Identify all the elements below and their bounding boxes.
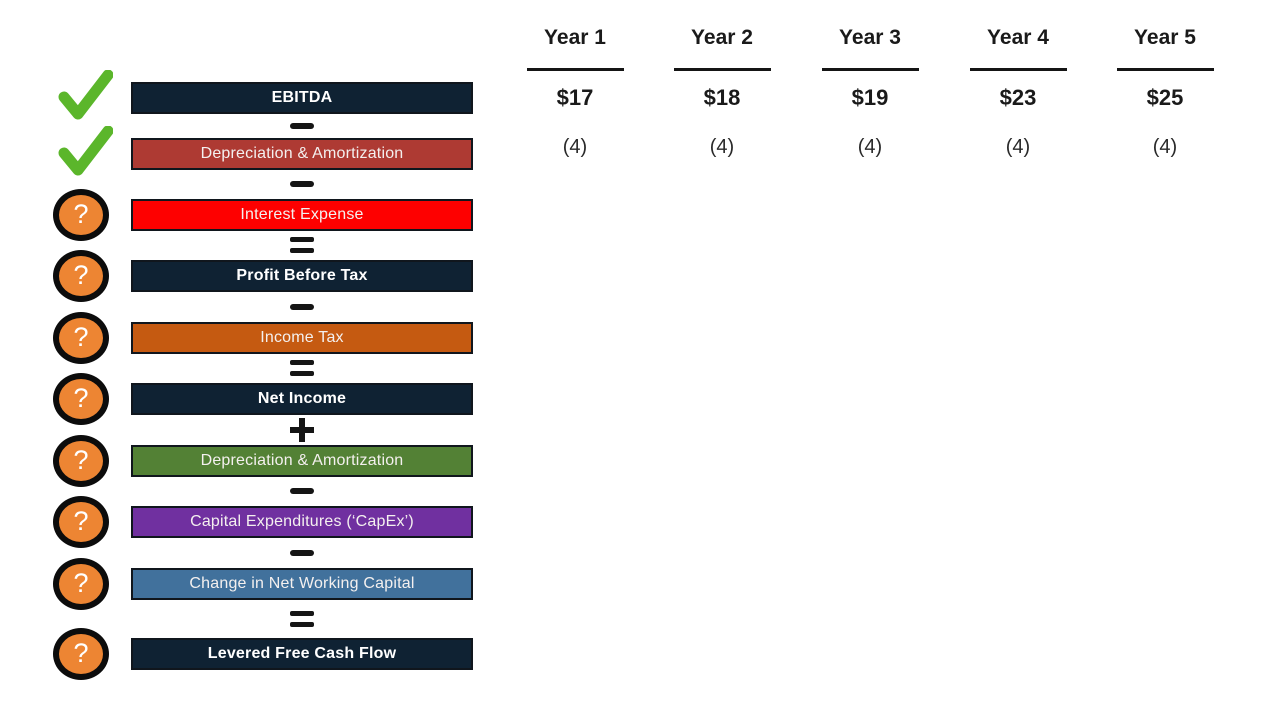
bar-label: Levered Free Cash Flow [207,645,397,662]
ebitda-value: $25 [1146,85,1184,110]
question-glyph: ? [73,637,89,668]
year-column-3: Year 3 $19 (4) [796,0,944,159]
year-header: Year 4 [987,26,1049,49]
question-glyph: ? [73,259,89,290]
question-icon: ? [53,250,109,302]
bar-label: Depreciation & Amortization [200,452,404,469]
question-icon: ? [53,628,109,680]
bar-levered-free-cash-flow: Levered Free Cash Flow [131,638,473,670]
da-value: (4) [709,136,735,158]
da-value: (4) [1152,136,1178,158]
check-icon [55,126,113,176]
question-icon: ? [53,496,109,548]
question-glyph: ? [73,198,89,229]
question-glyph: ? [73,321,89,352]
bar-capital-expenditures: Capital Expenditures (‘CapEx’) [131,506,473,538]
plus-operator-icon [290,418,314,442]
bar-label: Interest Expense [240,206,364,223]
minus-operator-icon [290,304,314,310]
ebitda-value: $17 [556,85,594,110]
ebitda-value: $18 [703,85,741,110]
bar-income-tax: Income Tax [131,322,473,354]
bar-label: Depreciation & Amortization [200,145,404,162]
bar-label: Income Tax [260,329,344,346]
ebitda-value: $19 [851,85,889,110]
bar-net-income: Net Income [131,383,473,415]
year-column-4: Year 4 $23 (4) [944,0,1092,159]
minus-operator-icon [290,123,314,129]
question-glyph: ? [73,567,89,598]
year-header: Year 5 [1134,26,1196,49]
question-glyph: ? [73,382,89,413]
da-value: (4) [1005,136,1031,158]
question-glyph: ? [73,505,89,536]
year-column-1: Year 1 $17 (4) [501,0,649,159]
bar-label: EBITDA [271,89,333,106]
bar-label: Change in Net Working Capital [189,575,415,592]
bar-interest-expense: Interest Expense [131,199,473,231]
check-icon [55,70,113,120]
bar-profit-before-tax: Profit Before Tax [131,260,473,292]
da-value: (4) [857,136,883,158]
question-icon: ? [53,435,109,487]
header-underline [526,68,624,71]
header-underline [1116,68,1214,71]
year-header: Year 3 [839,26,901,49]
minus-operator-icon [290,488,314,494]
header-underline [821,68,919,71]
year-header: Year 2 [691,26,753,49]
equals-operator-icon [290,611,314,627]
year-column-2: Year 2 $18 (4) [648,0,796,159]
bar-ebitda: EBITDA [131,82,473,114]
bar-label: Net Income [257,390,347,407]
minus-operator-icon [290,550,314,556]
minus-operator-icon [290,181,314,187]
question-icon: ? [53,312,109,364]
question-icon: ? [53,373,109,425]
bar-depreciation-amortization: Depreciation & Amortization [131,138,473,170]
question-glyph: ? [73,444,89,475]
ebitda-value: $23 [999,85,1037,110]
question-icon: ? [53,189,109,241]
bar-change-in-net-working-capital: Change in Net Working Capital [131,568,473,600]
bar-label: Profit Before Tax [236,267,368,284]
header-underline [673,68,771,71]
bar-label: Capital Expenditures (‘CapEx’) [190,513,414,530]
equals-operator-icon [290,237,314,253]
da-value: (4) [562,136,588,158]
year-header: Year 1 [544,26,606,49]
year-column-5: Year 5 $25 (4) [1091,0,1239,159]
bar-depreciation-amortization-addback: Depreciation & Amortization [131,445,473,477]
equals-operator-icon [290,360,314,376]
header-underline [969,68,1067,71]
question-icon: ? [53,558,109,610]
